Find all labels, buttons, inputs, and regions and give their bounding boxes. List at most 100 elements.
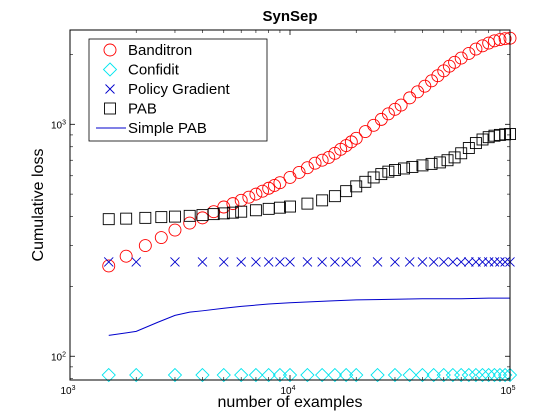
data-point-policy-gradient [251,257,261,267]
data-point-pab [284,200,296,213]
data-point-pab [433,156,446,169]
data-point-confidit [461,367,476,383]
data-point-pab [476,133,489,146]
data-point-banditron [344,135,358,149]
legend-label-pab: PAB [128,101,157,118]
data-point-banditron [315,153,329,167]
data-point-pab [316,194,329,207]
x-tick-label: 104 [280,385,295,397]
data-point-banditron [469,42,483,56]
x-tick-exp: 5 [512,385,516,392]
data-point-banditron [381,107,395,121]
x-tick-exp: 4 [292,385,296,392]
y-tick-exp: 2 [62,351,66,358]
x-tick-exp: 3 [72,385,76,392]
data-point-confidit [234,367,249,383]
data-point-confidit [272,367,288,383]
data-point-pab [217,207,230,220]
data-point-confidit [370,367,385,383]
legend-box [88,38,268,142]
data-point-banditron [102,259,116,273]
data-point-banditron [462,47,476,60]
data-point-banditron [358,125,372,139]
data-point-confidit [481,367,496,383]
legend-swatch-banditron [103,43,117,57]
data-point-pab [441,154,454,167]
legend-swatch-confidit [102,62,118,77]
data-point-pab [382,165,395,178]
data-point-confidit [315,367,330,383]
x-tick-label: 105 [500,385,515,397]
data-point-policy-gradient [341,257,351,267]
data-point-confidit [475,367,490,383]
data-point-policy-gradient [330,257,340,267]
data-point-policy-gradient [351,257,362,267]
data-point-policy-gradient [131,257,142,267]
data-point-banditron [256,184,269,198]
data-point-policy-gradient [448,257,458,267]
legend-swatch-pab [104,102,116,115]
data-point-policy-gradient [317,257,327,267]
data-point-banditron [300,161,314,175]
data-point-banditron [119,249,133,263]
data-point-confidit [300,367,315,383]
data-point-banditron [448,55,462,69]
data-point-pab [226,206,239,219]
chart-title: SynSep [262,8,317,25]
data-point-confidit [349,367,364,383]
data-point-policy-gradient [428,257,439,267]
data-point-banditron [226,197,240,211]
y-tick-base: 10 [51,352,63,363]
data-point-confidit [261,367,276,383]
data-point-pab [273,201,286,214]
data-point-banditron [242,190,256,204]
data-point-banditron [349,131,363,145]
data-point-banditron [454,51,468,65]
data-point-policy-gradient [456,257,467,267]
data-point-policy-gradient [390,257,400,267]
data-point-pab [350,180,363,193]
data-point-policy-gradient [404,257,415,267]
data-point-policy-gradient [170,257,180,267]
data-point-banditron [394,98,408,112]
legend-label-policy-gradient: Policy Gradient [128,81,231,98]
y-tick-exp: 3 [62,119,66,126]
data-point-pab [169,210,181,223]
data-point-confidit [415,367,430,383]
y-tick-label: 102 [51,351,66,363]
data-point-confidit [248,367,264,383]
legend-label-confidit: Confidit [128,62,180,79]
data-point-pab [183,209,196,222]
data-point-policy-gradient [495,257,505,267]
data-point-pab [406,160,419,173]
data-point-banditron [493,33,507,46]
data-point-policy-gradient [417,257,428,267]
data-point-pab [207,208,220,221]
data-point-policy-gradient [438,257,449,267]
data-point-banditron [249,187,263,201]
data-point-pab [249,204,262,217]
data-point-confidit [402,367,417,383]
data-point-banditron [498,32,512,46]
data-point-policy-gradient [302,257,313,267]
data-point-pab [448,151,461,164]
data-point-pab [359,175,372,188]
data-point-pab [389,164,401,176]
data-point-policy-gradient [236,257,247,267]
series-policy-gradient [103,257,515,267]
data-point-confidit [426,367,441,383]
data-point-pab [139,211,152,224]
data-point-pab [367,171,380,184]
y-axis-label: Cumulative loss [30,149,47,262]
legend-label-simple-pab: Simple PAB [128,120,207,137]
data-point-confidit [468,367,484,383]
data-point-confidit [454,367,469,383]
data-point-policy-gradient [285,257,295,267]
data-point-confidit [492,367,508,383]
data-point-confidit [502,367,518,383]
data-point-confidit [167,367,183,383]
series-pab [102,128,516,226]
data-point-policy-gradient [197,257,208,267]
legend: Banditron Confidit Policy Gradient PAB Simpl… [88,38,268,142]
